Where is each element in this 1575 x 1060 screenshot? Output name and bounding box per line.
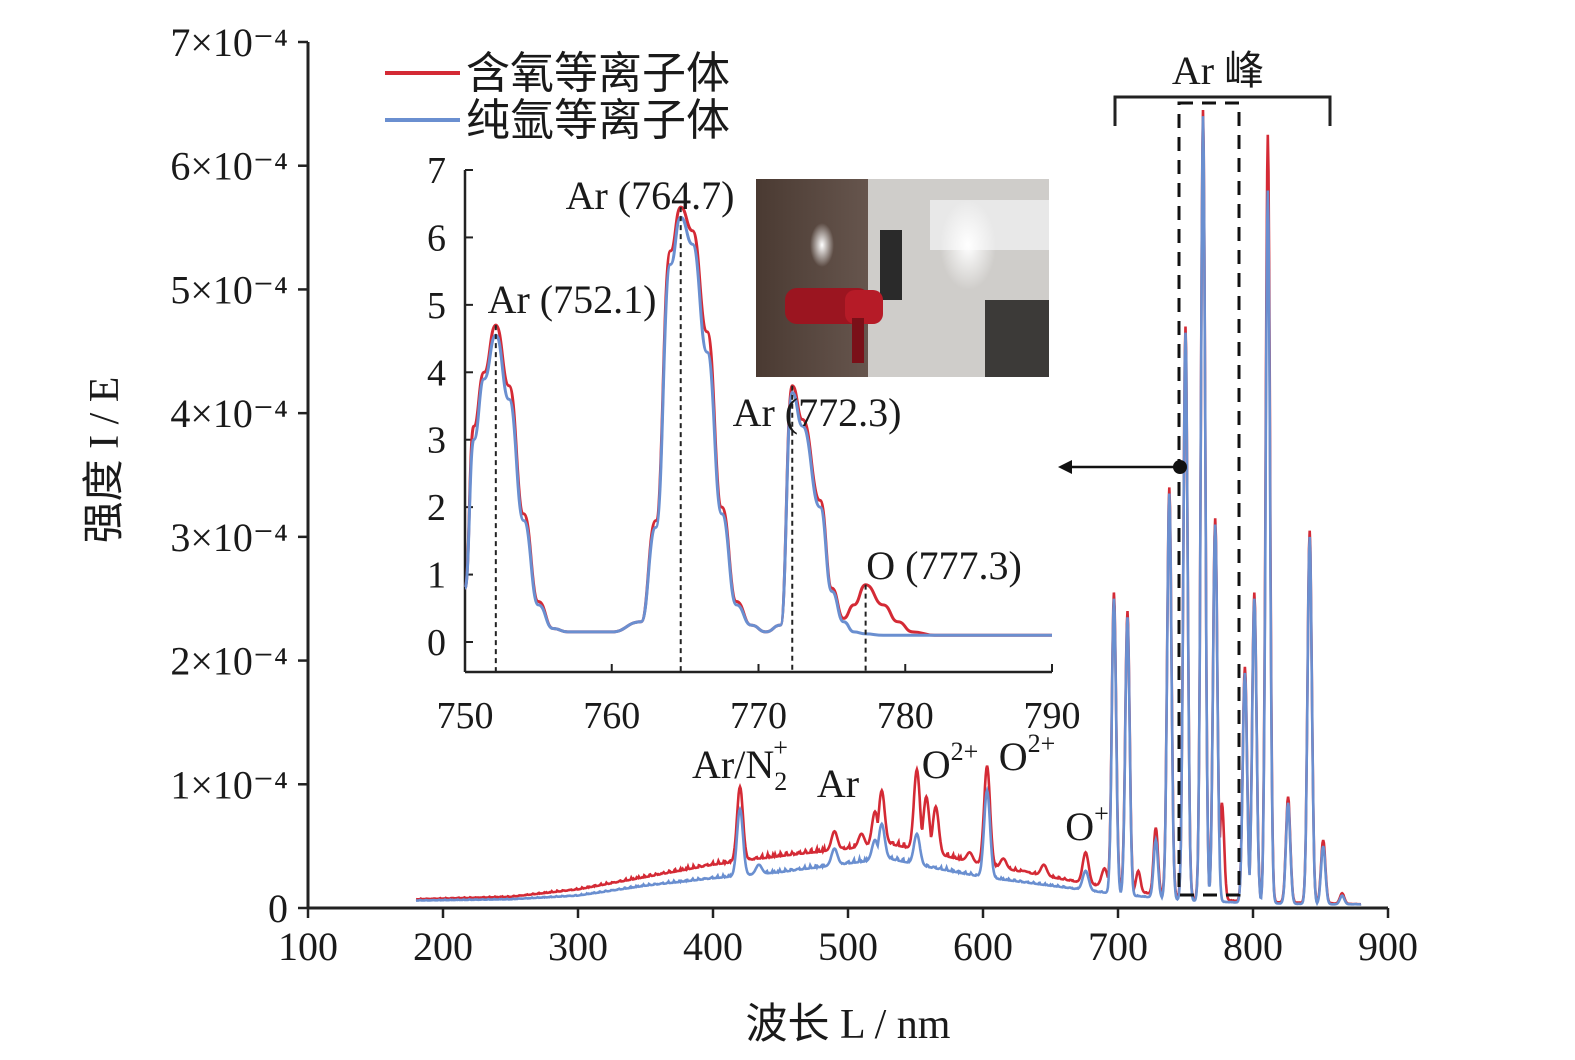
x-tick-label: 200	[413, 924, 473, 969]
main-axes: 100 200 300 400 500 600 700 800 900 0 1×10⁻⁴ 2×10⁻⁴…	[82, 20, 1418, 1048]
peak-annotation: O2+	[922, 737, 979, 787]
inset-y-tick-label: 0	[427, 622, 446, 664]
x-axis-title: 波长 L / nm	[746, 1002, 951, 1048]
x-tick-label: 900	[1358, 924, 1418, 969]
inset-peak-label: Ar (752.1)	[488, 277, 657, 322]
main-series-argon	[416, 116, 1362, 907]
inset-peak-label: Ar (772.3)	[733, 390, 902, 435]
ar-peak-label: Ar 峰	[1172, 48, 1264, 93]
x-tick-label: 100	[278, 924, 338, 969]
x-tick-label: 300	[548, 924, 608, 969]
inset-x-tick-label: 780	[877, 695, 934, 737]
legend-label-argon: 纯氩等离子体	[466, 95, 730, 146]
inset-peak-label: O (777.3)	[866, 543, 1022, 588]
peak-annotation: O+	[1065, 799, 1109, 849]
zoom-region-box	[1177, 101, 1241, 897]
y-axis-title: 强度 I / E	[82, 377, 128, 544]
inset-x-tick-label: 750	[437, 695, 494, 737]
main-series-group	[415, 109, 1362, 907]
inset-y-tick-label: 4	[427, 352, 446, 394]
y-tick-label: 0	[268, 886, 288, 931]
y-tick-label: 4×10⁻⁴	[170, 391, 288, 436]
y-tick-label: 1×10⁻⁴	[170, 762, 288, 807]
inset-peak-label: Ar (764.7)	[566, 173, 735, 218]
peak-annotation: O2+	[999, 729, 1056, 779]
x-tick-label: 800	[1223, 924, 1283, 969]
inset-x-tick-label: 790	[1024, 695, 1081, 737]
inset-annotations: Ar (752.1) Ar (764.7) Ar (772.3) O (777.3)	[488, 173, 1022, 672]
x-tick-label: 600	[953, 924, 1013, 969]
inset-y-tick-label: 6	[427, 217, 446, 259]
inset-y-tick-label: 1	[427, 555, 446, 597]
ar-peak-bracket: Ar 峰	[1113, 48, 1332, 126]
inset-y-tick-label: 5	[427, 285, 446, 327]
y-tick-label: 7×10⁻⁴	[170, 20, 288, 65]
plasma-jet-photo	[756, 179, 1049, 377]
peak-annotation: Ar/N2+	[692, 733, 788, 796]
x-tick-label: 700	[1088, 924, 1148, 969]
inset-series-group	[463, 205, 1052, 637]
legend: 含氧等离子体 纯氩等离子体	[385, 48, 730, 146]
y-tick-label: 2×10⁻⁴	[170, 639, 288, 684]
inset-series-argon	[463, 215, 1052, 637]
inset-y-tick-label: 2	[427, 487, 446, 529]
inset-y-tick-label: 3	[427, 420, 446, 462]
y-tick-label: 3×10⁻⁴	[170, 515, 288, 560]
y-tick-label: 6×10⁻⁴	[170, 144, 288, 189]
inset-x-tick-label: 770	[730, 695, 787, 737]
x-tick-label: 400	[683, 924, 743, 969]
legend-label-oxygen: 含氧等离子体	[466, 48, 730, 99]
y-tick-label: 5×10⁻⁴	[170, 267, 288, 312]
peak-annotation: Ar	[817, 761, 859, 806]
inset-x-tick-label: 760	[583, 695, 640, 737]
inset-y-tick-label: 7	[427, 150, 446, 192]
x-tick-label: 500	[818, 924, 878, 969]
main-annotations: Ar/N2+Ar O2+ O2+O+	[692, 729, 1109, 849]
zoom-arrow	[1058, 460, 1187, 474]
